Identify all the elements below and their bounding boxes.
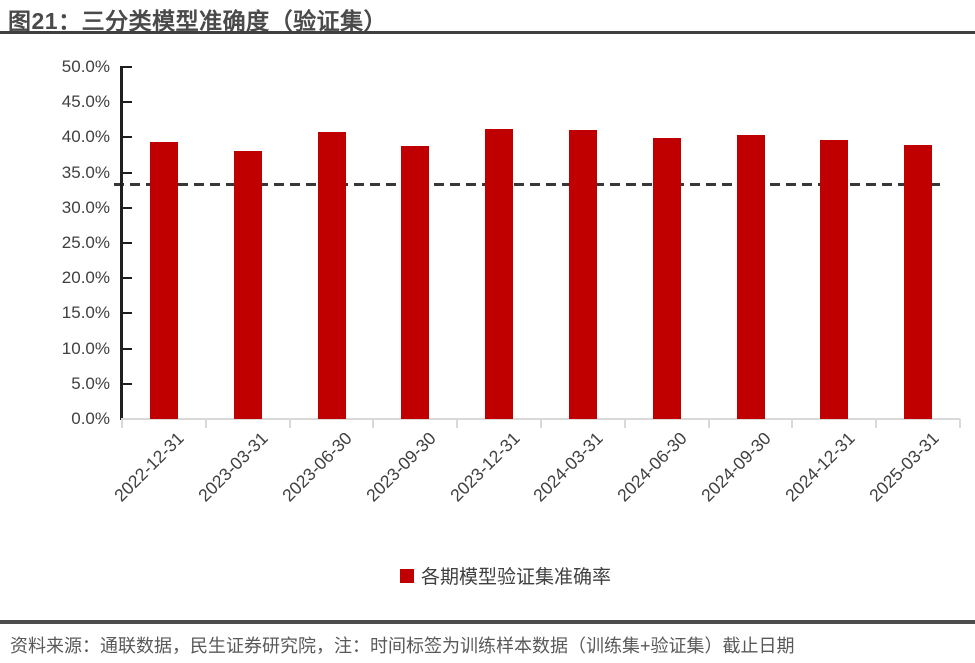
title-underline <box>0 31 975 34</box>
source-note: 资料来源：通联数据，民生证券研究院，注：时间标签为训练样本数据（训练集+验证集）… <box>10 636 795 656</box>
y-axis-tick-10 <box>123 347 132 350</box>
x-axis-tick-7 <box>707 419 710 428</box>
y-axis-tick-30 <box>123 206 132 209</box>
y-axis-line <box>120 66 123 420</box>
x-axis-label-2024-03-31: 2024-03-31 <box>529 428 608 506</box>
chart-legend: 各期模型验证集准确率 <box>0 562 975 589</box>
bar-2025-03-31 <box>904 145 933 419</box>
reference-line-33pct <box>114 183 940 187</box>
x-axis-tick-1 <box>204 419 207 428</box>
bar-2023-09-30 <box>401 145 430 419</box>
y-axis-tick-45 <box>123 101 132 104</box>
y-axis-label-35: 35.0% <box>61 162 110 182</box>
y-axis-tick-40 <box>123 136 132 139</box>
y-axis-label-5: 5.0% <box>71 373 110 393</box>
x-axis-tick-4 <box>456 419 459 428</box>
x-axis-label-2023-09-30: 2023-09-30 <box>362 428 440 506</box>
x-axis-tick-10 <box>959 419 961 428</box>
x-axis-label-2024-06-30: 2024-06-30 <box>613 428 691 506</box>
y-axis-tick-50 <box>123 66 132 68</box>
y-axis-label-0: 0.0% <box>71 409 110 428</box>
y-axis-label-40: 40.0% <box>61 127 110 147</box>
x-axis-tick-5 <box>540 419 542 428</box>
y-axis-tick-25 <box>123 242 132 244</box>
x-axis-label-2023-12-31: 2023-12-31 <box>445 428 524 506</box>
legend-label: 各期模型验证集准确率 <box>420 567 611 588</box>
bar-2024-12-31 <box>820 140 849 419</box>
bar-2023-06-30 <box>317 132 346 419</box>
y-axis-label-10: 10.0% <box>61 338 110 358</box>
x-axis-label-2022-12-31: 2022-12-31 <box>110 428 189 506</box>
footer-divider <box>0 620 975 624</box>
x-axis-tick-3 <box>372 419 375 428</box>
y-axis-tick-15 <box>123 312 132 315</box>
x-axis-label-2024-12-31: 2024-12-31 <box>781 428 859 506</box>
bar-chart-plot-area: 0.0% 5.0% 10.0% 15.0% 20.0% 25.0% 30.0% 35.0% 40… <box>61 57 961 506</box>
x-axis-tick-8 <box>791 419 794 428</box>
y-axis-label-50: 50.0% <box>61 57 110 76</box>
y-axis-tick-35 <box>123 171 132 174</box>
x-axis-tick-9 <box>875 419 878 428</box>
y-axis-label-25: 25.0% <box>61 233 110 252</box>
x-axis-label-2023-06-30: 2023-06-30 <box>278 428 356 506</box>
y-axis-label-20: 20.0% <box>61 268 110 288</box>
bar-2023-12-31 <box>485 128 514 419</box>
x-axis-label-2025-03-31: 2025-03-31 <box>864 428 943 506</box>
bar-2024-06-30 <box>652 138 681 419</box>
bar-2023-03-31 <box>233 150 262 419</box>
bar-2024-03-31 <box>568 130 597 419</box>
y-axis-tick-5 <box>123 382 132 385</box>
bar-2022-12-31 <box>149 141 178 419</box>
y-axis-label-30: 30.0% <box>61 197 110 217</box>
x-axis-tick-0 <box>121 419 123 428</box>
bar-2024-09-30 <box>736 135 765 419</box>
y-axis-label-15: 15.0% <box>61 303 110 323</box>
figure-title: 图21：三分类模型准确度（验证集） <box>8 8 388 34</box>
y-axis-label-45: 45.0% <box>61 92 110 112</box>
x-axis-label-2023-03-31: 2023-03-31 <box>194 428 272 506</box>
legend-swatch-icon <box>399 568 414 583</box>
x-axis-label-2024-09-30: 2024-09-30 <box>697 428 775 506</box>
x-axis-tick-6 <box>623 419 626 428</box>
x-axis-tick-2 <box>288 419 291 428</box>
y-axis-tick-20 <box>123 277 132 280</box>
